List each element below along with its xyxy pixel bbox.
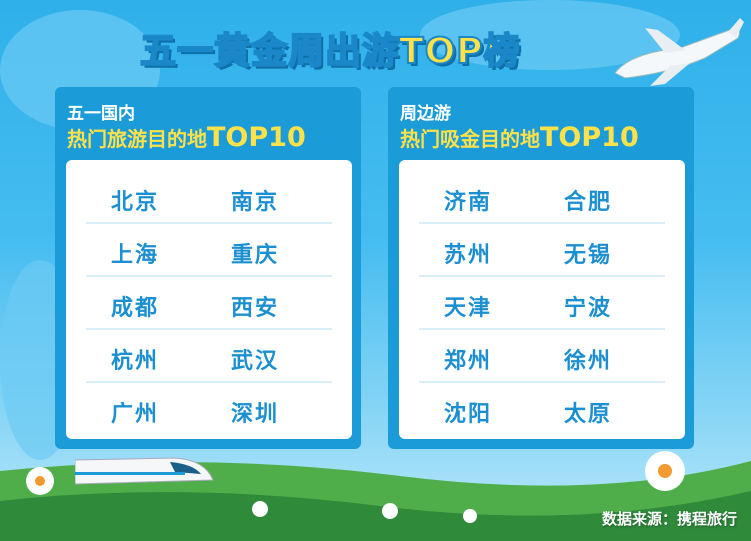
panel-title-accent: TOP10 — [207, 122, 306, 153]
airplane-icon — [614, 18, 744, 86]
panel-title: 热门旅游目的地TOP10 — [67, 122, 306, 153]
city-name: 广州 — [111, 402, 160, 427]
city-name: 宁波 — [564, 296, 613, 321]
city-name: 重庆 — [231, 243, 280, 268]
panel-title: 热门吸金目的地TOP10 — [400, 122, 639, 153]
city-name: 太原 — [564, 402, 613, 427]
city-name: 合肥 — [564, 190, 613, 215]
list-item: 广州 深圳 — [86, 384, 332, 436]
list-item: 北京 南京 — [86, 172, 332, 224]
city-name: 苏州 — [444, 243, 493, 268]
city-name: 上海 — [111, 243, 160, 268]
page-title: 五一黄金周出游TOP榜 — [139, 22, 610, 74]
city-name: 郑州 — [444, 349, 493, 374]
city-list: 济南 合肥 苏州 无锡 天津 宁波 郑州 徐州 沈阳 太原 — [399, 160, 685, 439]
domestic-top10-panel: 五一国内 热门旅游目的地TOP10 北京 南京 上海 重庆 成都 西安 杭州 武汉 广州… — [55, 87, 361, 449]
panel-subtitle: 周边游 — [400, 104, 451, 124]
city-name: 成都 — [111, 296, 160, 321]
city-name: 南京 — [231, 190, 280, 215]
panel-title-text: 热门旅游目的地 — [67, 127, 207, 151]
panel-title-accent: TOP10 — [540, 122, 639, 153]
city-name: 徐州 — [564, 349, 613, 374]
city-name: 西安 — [231, 296, 280, 321]
city-name: 无锡 — [564, 243, 613, 268]
list-item: 天津 宁波 — [419, 278, 665, 330]
city-name: 天津 — [444, 296, 493, 321]
train-icon — [75, 457, 214, 485]
title-accent: TOP榜 — [398, 30, 521, 73]
list-item: 沈阳 太原 — [419, 384, 665, 436]
list-item: 杭州 武汉 — [86, 331, 332, 383]
city-name: 济南 — [444, 190, 493, 215]
list-item: 济南 合肥 — [419, 172, 665, 224]
list-item: 上海 重庆 — [86, 225, 332, 277]
city-name: 武汉 — [231, 349, 280, 374]
list-item: 郑州 徐州 — [419, 331, 665, 383]
panel-subtitle: 五一国内 — [67, 104, 135, 124]
title-main: 五一黄金周出游 — [139, 30, 400, 73]
list-item: 苏州 无锡 — [419, 225, 665, 277]
city-name: 杭州 — [111, 349, 160, 374]
nearby-top10-panel: 周边游 热门吸金目的地TOP10 济南 合肥 苏州 无锡 天津 宁波 郑州 徐州 沈阳 太… — [388, 87, 694, 449]
panel-title-text: 热门吸金目的地 — [400, 127, 540, 151]
city-name: 北京 — [111, 190, 160, 215]
city-name: 沈阳 — [444, 402, 493, 427]
data-source-caption: 数据来源：携程旅行 — [601, 510, 737, 528]
list-item: 成都 西安 — [86, 278, 332, 330]
city-list: 北京 南京 上海 重庆 成都 西安 杭州 武汉 广州 深圳 — [66, 160, 352, 439]
city-name: 深圳 — [231, 402, 280, 427]
